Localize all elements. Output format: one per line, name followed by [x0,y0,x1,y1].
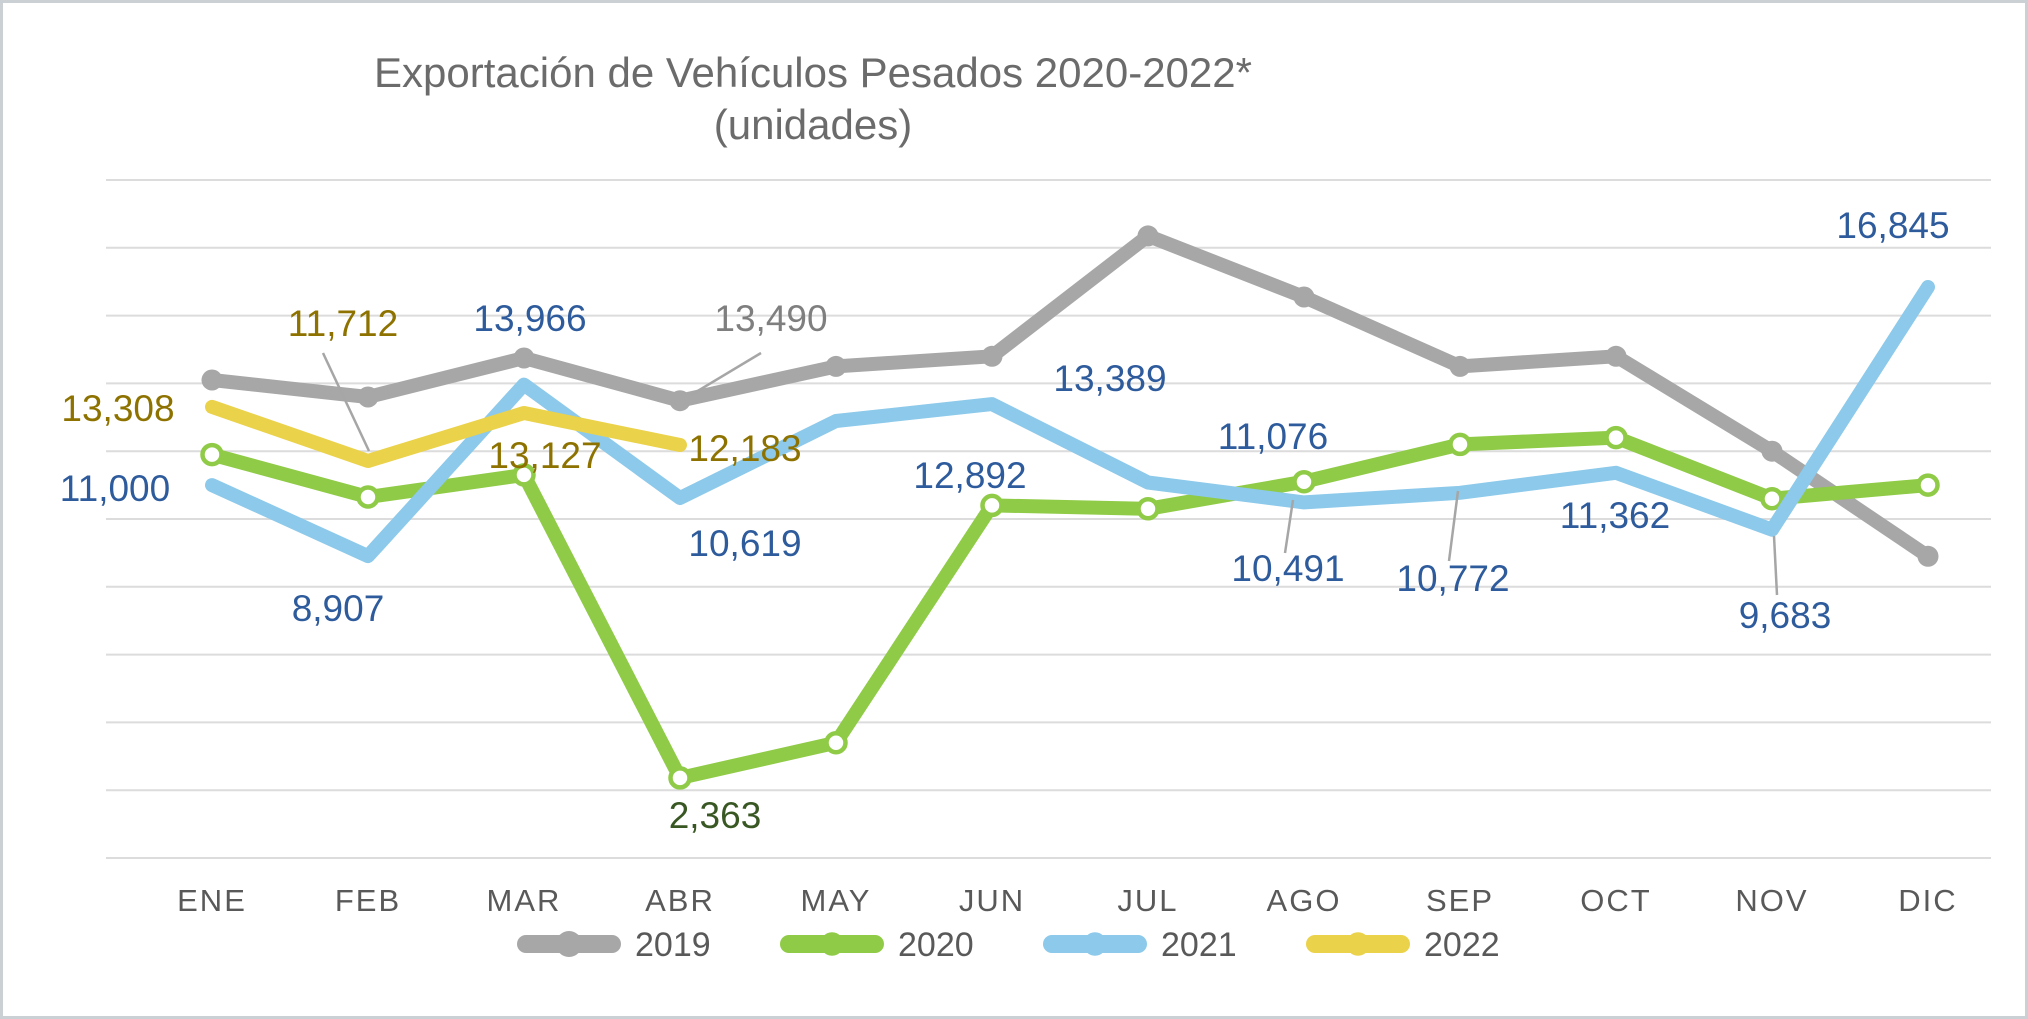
series-marker-2020 [1292,469,1316,494]
legend-label-2021: 2021 [1161,926,1237,964]
series-marker-2019 [513,347,535,369]
series-marker-2019 [1605,345,1627,367]
data-label-2021-mar: 13,966 [473,298,586,339]
series-line-2020[interactable] [205,430,1935,785]
data-label-leader-line [1447,490,1460,562]
data-label-2021-jun: 13,389 [1053,358,1166,399]
data-label-leader-line [690,351,762,397]
series-marker-2019 [669,390,691,412]
data-label-leader-line [321,352,371,452]
series-marker-2019 [1917,545,1939,567]
legend-item-2019[interactable]: 2019 [517,926,711,964]
series-marker-2019 [825,355,847,377]
x-axis-label-jun: JUN [959,883,1025,918]
data-label-2021-abr: 10,619 [688,523,801,564]
series-marker-2019 [357,386,379,408]
data-label-2021-may: 12,892 [913,455,1026,496]
legend-swatch-2020 [780,935,884,953]
x-axis-label-may: MAY [801,883,872,918]
series-marker-2019 [201,369,223,391]
x-axis-label-feb: FEB [335,883,401,918]
series-marker-2020 [824,730,848,755]
data-label-2019-abr: 13,490 [714,298,827,339]
gridlines-group [106,179,1991,859]
data-label-2021-nov: 9,683 [1739,595,1832,636]
data-label-2021-dic: 16,845 [1836,205,1949,246]
data-label-2022-mar: 13,127 [488,435,601,476]
series-marker-2020 [356,485,380,509]
series-marker-2020 [512,463,536,487]
data-label-2021-jul: 11,076 [1218,416,1328,457]
data-label-2021-ene: 11,000 [60,468,170,509]
chart-subtitle: (unidades) [714,101,912,148]
series-line-2021[interactable] [205,280,1935,564]
legend-label-2022: 2022 [1424,926,1500,964]
legend-group: 2019 2020 2021 2022 [517,926,1500,964]
legend-marker-2019 [556,931,582,957]
series-marker-2020 [1604,425,1628,450]
legend-swatch-2022 [1306,935,1410,953]
series-marker-2020 [980,493,1004,518]
series-marker-2019 [1449,355,1471,377]
data-label-leader-line [1283,499,1295,554]
data-label-2022-feb: 11,712 [288,303,398,344]
x-axis-label-ene: ENE [177,883,247,918]
legend-marker-2020 [820,932,844,956]
data-labels-group: 13,490 2,363 11,000 8,907 13,966 10,619 12,892… [60,205,1950,836]
series-group [200,225,1940,790]
legend-item-2020[interactable]: 2020 [780,926,974,964]
series-marker-2020 [1136,497,1160,521]
legend-swatch-2021 [1043,935,1147,953]
legend-label-2019: 2019 [635,926,711,964]
x-axis-label-ago: AGO [1267,883,1342,918]
data-label-leader-line [1772,535,1779,596]
series-marker-2019 [1137,225,1159,247]
data-label-2021-ago: 10,491 [1231,548,1344,589]
series-marker-2019 [1761,440,1783,462]
series-marker-2020 [1760,486,1784,511]
x-axis-label-jul: JUL [1117,883,1178,918]
x-axis-label-dic: DIC [1898,883,1957,918]
series-marker-2019 [1293,286,1315,308]
data-label-2020-abr: 2,363 [669,795,762,836]
series-marker-2020 [200,442,224,467]
data-label-2022-ene: 13,308 [61,388,174,429]
leader-lines-group [321,351,1779,596]
series-marker-2020 [1916,473,1940,497]
data-label-2021-oct: 11,362 [1560,495,1670,536]
chart-canvas: 13,490 2,363 11,000 8,907 13,966 10,619 12,892… [60,49,1991,964]
data-label-2021-feb: 8,907 [292,588,385,629]
series-marker-2020 [668,766,692,790]
legend-marker-2021 [1083,932,1107,956]
legend-item-2021[interactable]: 2021 [1043,926,1237,964]
series-line-2022[interactable] [205,399,687,468]
x-axis-label-mar: MAR [487,883,562,918]
series-marker-2020 [1448,432,1472,457]
x-axis-label-abr: ABR [645,883,715,918]
series-marker-2019 [981,345,1003,367]
x-axis-group: ENE FEB MAR ABR MAY JUN JUL AGO SEP OCT NOV DIC [177,883,1957,918]
series-line-2019[interactable] [205,228,1935,564]
x-axis-label-oct: OCT [1580,883,1651,918]
data-label-2021-sep: 10,772 [1396,558,1509,599]
legend-item-2022[interactable]: 2022 [1306,926,1500,964]
data-label-2022-abr: 12,183 [688,428,801,469]
x-axis-label-nov: NOV [1735,883,1808,918]
x-axis-label-sep: SEP [1426,883,1494,918]
legend-marker-2022 [1346,932,1370,956]
legend-label-2020: 2020 [898,926,974,964]
chart-title: Exportación de Vehículos Pesados 2020-20… [374,49,1252,96]
